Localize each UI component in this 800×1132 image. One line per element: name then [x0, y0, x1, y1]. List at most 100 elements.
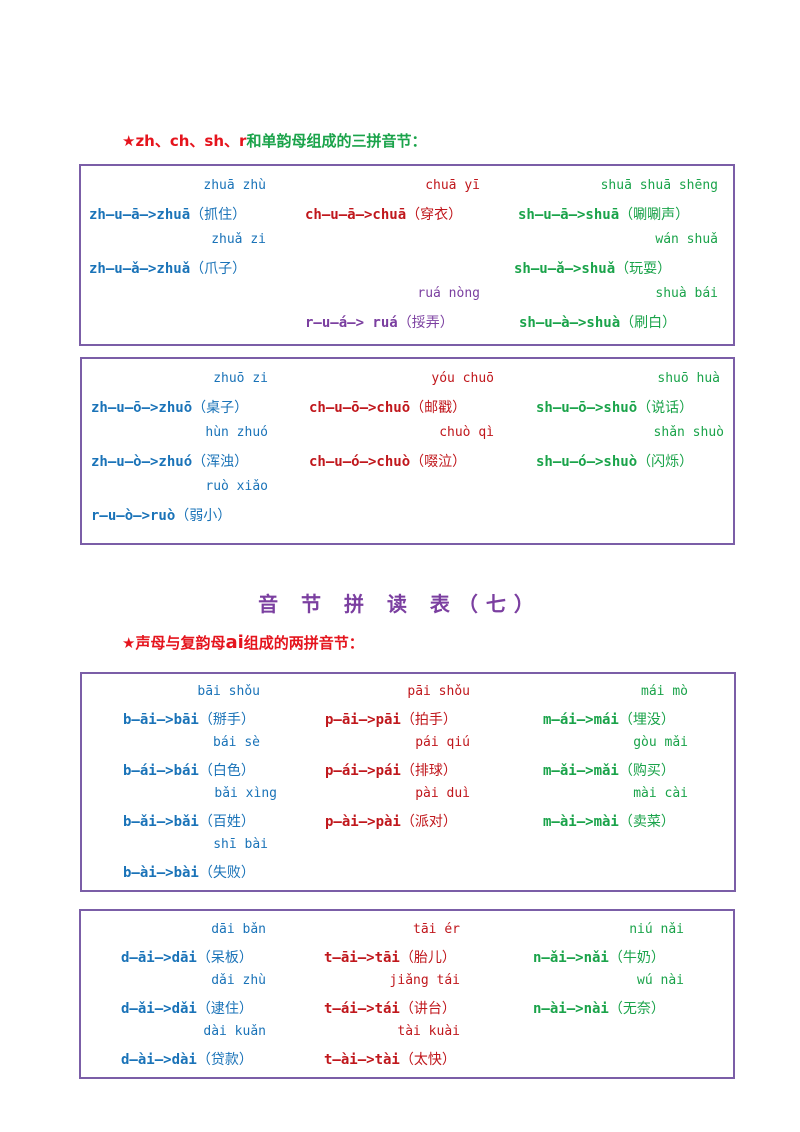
example-word: （太快） — [399, 1052, 456, 1068]
example-word: （派对） — [400, 814, 457, 830]
spelling-formula: p—āi—>pāi — [325, 712, 401, 728]
spelling-formula: p—ài—>pài — [325, 814, 401, 830]
spelling-line: p—ái—>pái（排球） — [325, 760, 457, 780]
spelling-line: b—āi—>bāi（掰手） — [123, 709, 255, 729]
pinyin-label: zhuā zhù — [203, 178, 266, 193]
example-word: （百姓） — [198, 814, 255, 830]
heading-text-post: 组成的两拼音节： — [243, 634, 364, 652]
spelling-formula: d—ǎi—>dǎi — [121, 1001, 197, 1017]
heading-final-ai: ai — [225, 632, 244, 653]
syllable-box-1 — [79, 164, 735, 346]
spelling-formula: zh—u—ā—>zhuā — [89, 207, 191, 223]
example-word: （呆板） — [196, 950, 253, 966]
spelling-formula: n—ǎi—>nǎi — [533, 950, 609, 966]
spelling-line: m—ái—>mái（埋没） — [543, 709, 675, 729]
spelling-formula: ch—u—ó—>chuò — [309, 454, 411, 470]
example-word: （贷款） — [196, 1052, 253, 1068]
pinyin-label: dǎi zhù — [211, 973, 266, 988]
spelling-formula: sh—u—ō—>shuō — [536, 400, 638, 416]
spelling-line: sh—u—ā—>shuā（唰唰声） — [518, 204, 689, 224]
example-word: （白色） — [198, 763, 255, 779]
pinyin-label: tāi ér — [413, 922, 460, 937]
spelling-line: sh—u—à—>shuà（刷白） — [519, 312, 676, 332]
spelling-formula: m—ài—>mài — [543, 814, 619, 830]
spelling-line: b—ài—>bài（失败） — [123, 862, 255, 882]
spelling-line: t—ái—>tái（讲台） — [324, 998, 456, 1018]
spelling-formula: t—āi—>tāi — [324, 950, 400, 966]
spelling-formula: ch—u—ā—>chuā — [305, 207, 407, 223]
spelling-formula: b—āi—>bāi — [123, 712, 199, 728]
example-word: （弱小） — [175, 508, 232, 524]
pinyin-label: ruò xiǎo — [205, 479, 268, 494]
spelling-line: zh—u—ò—>zhuó（浑浊） — [91, 451, 248, 471]
spelling-line: ch—u—ó—>chuò（啜泣） — [309, 451, 466, 471]
spelling-line: t—ài—>tài（太快） — [324, 1049, 456, 1069]
spelling-formula: t—ài—>tài — [324, 1052, 400, 1068]
section-heading-three-spell: ★zh、ch、sh、r和单韵母组成的三拼音节： — [122, 130, 426, 151]
example-word: （排球） — [400, 763, 457, 779]
pinyin-label: wú nài — [637, 973, 684, 988]
heading-text: 和单韵母组成的三拼音节： — [246, 132, 427, 150]
spelling-line: sh—u—ó—>shuò（闪烁） — [536, 451, 693, 471]
example-word: （玩耍） — [615, 261, 672, 277]
pinyin-label: wán shuǎ — [655, 232, 718, 247]
example-word: （说话） — [637, 400, 694, 416]
spelling-formula: r—u—á—> ruá — [305, 315, 398, 331]
spelling-formula: d—ài—>dài — [121, 1052, 197, 1068]
example-word: （无奈） — [608, 1001, 665, 1017]
spelling-line: sh—u—ǎ—>shuǎ（玩耍） — [514, 258, 671, 278]
star-icon: ★ — [122, 132, 136, 150]
spelling-formula: sh—u—ǎ—>shuǎ — [514, 261, 616, 277]
pinyin-label: ruá nòng — [417, 286, 480, 301]
spelling-line: r—u—á—> ruá（挼弄） — [305, 312, 454, 332]
example-word: （刷白） — [620, 315, 677, 331]
example-word: （爪子） — [190, 261, 247, 277]
pinyin-label: gòu mǎi — [633, 735, 688, 750]
example-word: （失败） — [198, 865, 255, 881]
pinyin-label: bāi shǒu — [197, 684, 260, 699]
example-word: （桌子） — [192, 400, 249, 416]
spelling-formula: t—ái—>tái — [324, 1001, 400, 1017]
syllable-box-2 — [80, 357, 735, 545]
pinyin-label: zhuō zi — [213, 371, 268, 386]
spelling-formula: sh—u—ó—>shuò — [536, 454, 638, 470]
pinyin-label: pāi shǒu — [407, 684, 470, 699]
star-icon: ★ — [122, 634, 136, 652]
pinyin-label: shī bài — [213, 837, 268, 852]
example-word: （浑浊） — [192, 454, 249, 470]
spelling-line: ch—u—ā—>chuā（穿衣） — [305, 204, 462, 224]
spelling-formula: b—ài—>bài — [123, 865, 199, 881]
spelling-formula: zh—u—ǎ—>zhuǎ — [89, 261, 191, 277]
pinyin-label: jiǎng tái — [389, 973, 460, 988]
pinyin-label: bái sè — [213, 735, 260, 750]
pinyin-label: niú nǎi — [629, 922, 684, 937]
pinyin-label: dāi bǎn — [211, 922, 266, 937]
example-word: （逮住） — [196, 1001, 253, 1017]
spelling-formula: sh—u—ā—>shuā — [518, 207, 620, 223]
spelling-line: b—ái—>bái（白色） — [123, 760, 255, 780]
spelling-formula: n—ài—>nài — [533, 1001, 609, 1017]
spelling-line: zh—u—ā—>zhuā（抓住） — [89, 204, 246, 224]
pinyin-label: dài kuǎn — [203, 1024, 266, 1039]
pinyin-label: mài cài — [633, 786, 688, 801]
spelling-formula: m—ǎi—>mǎi — [543, 763, 619, 779]
spelling-formula: ch—u—ō—>chuō — [309, 400, 411, 416]
example-word: （拍手） — [400, 712, 457, 728]
spelling-line: m—ǎi—>mǎi（购买） — [543, 760, 675, 780]
pinyin-label: zhuǎ zi — [211, 232, 266, 247]
spelling-line: p—āi—>pāi（拍手） — [325, 709, 457, 729]
pinyin-label: chuā yī — [425, 178, 480, 193]
spelling-line: zh—u—ǎ—>zhuǎ（爪子） — [89, 258, 246, 278]
spelling-line: d—ǎi—>dǎi（逮住） — [121, 998, 253, 1018]
spelling-formula: b—ǎi—>bǎi — [123, 814, 199, 830]
spelling-line: r—u—ò—>ruò（弱小） — [91, 505, 231, 525]
pinyin-label: yóu chuō — [431, 371, 494, 386]
spelling-formula: m—ái—>mái — [543, 712, 619, 728]
spelling-line: d—āi—>dāi（呆板） — [121, 947, 253, 967]
spelling-formula: zh—u—ò—>zhuó — [91, 454, 193, 470]
pinyin-label: tài kuài — [397, 1024, 460, 1039]
example-word: （挼弄） — [397, 315, 454, 331]
spelling-formula: sh—u—à—>shuà — [519, 315, 621, 331]
spelling-formula: zh—u—ō—>zhuō — [91, 400, 193, 416]
pinyin-label: mái mò — [641, 684, 688, 699]
